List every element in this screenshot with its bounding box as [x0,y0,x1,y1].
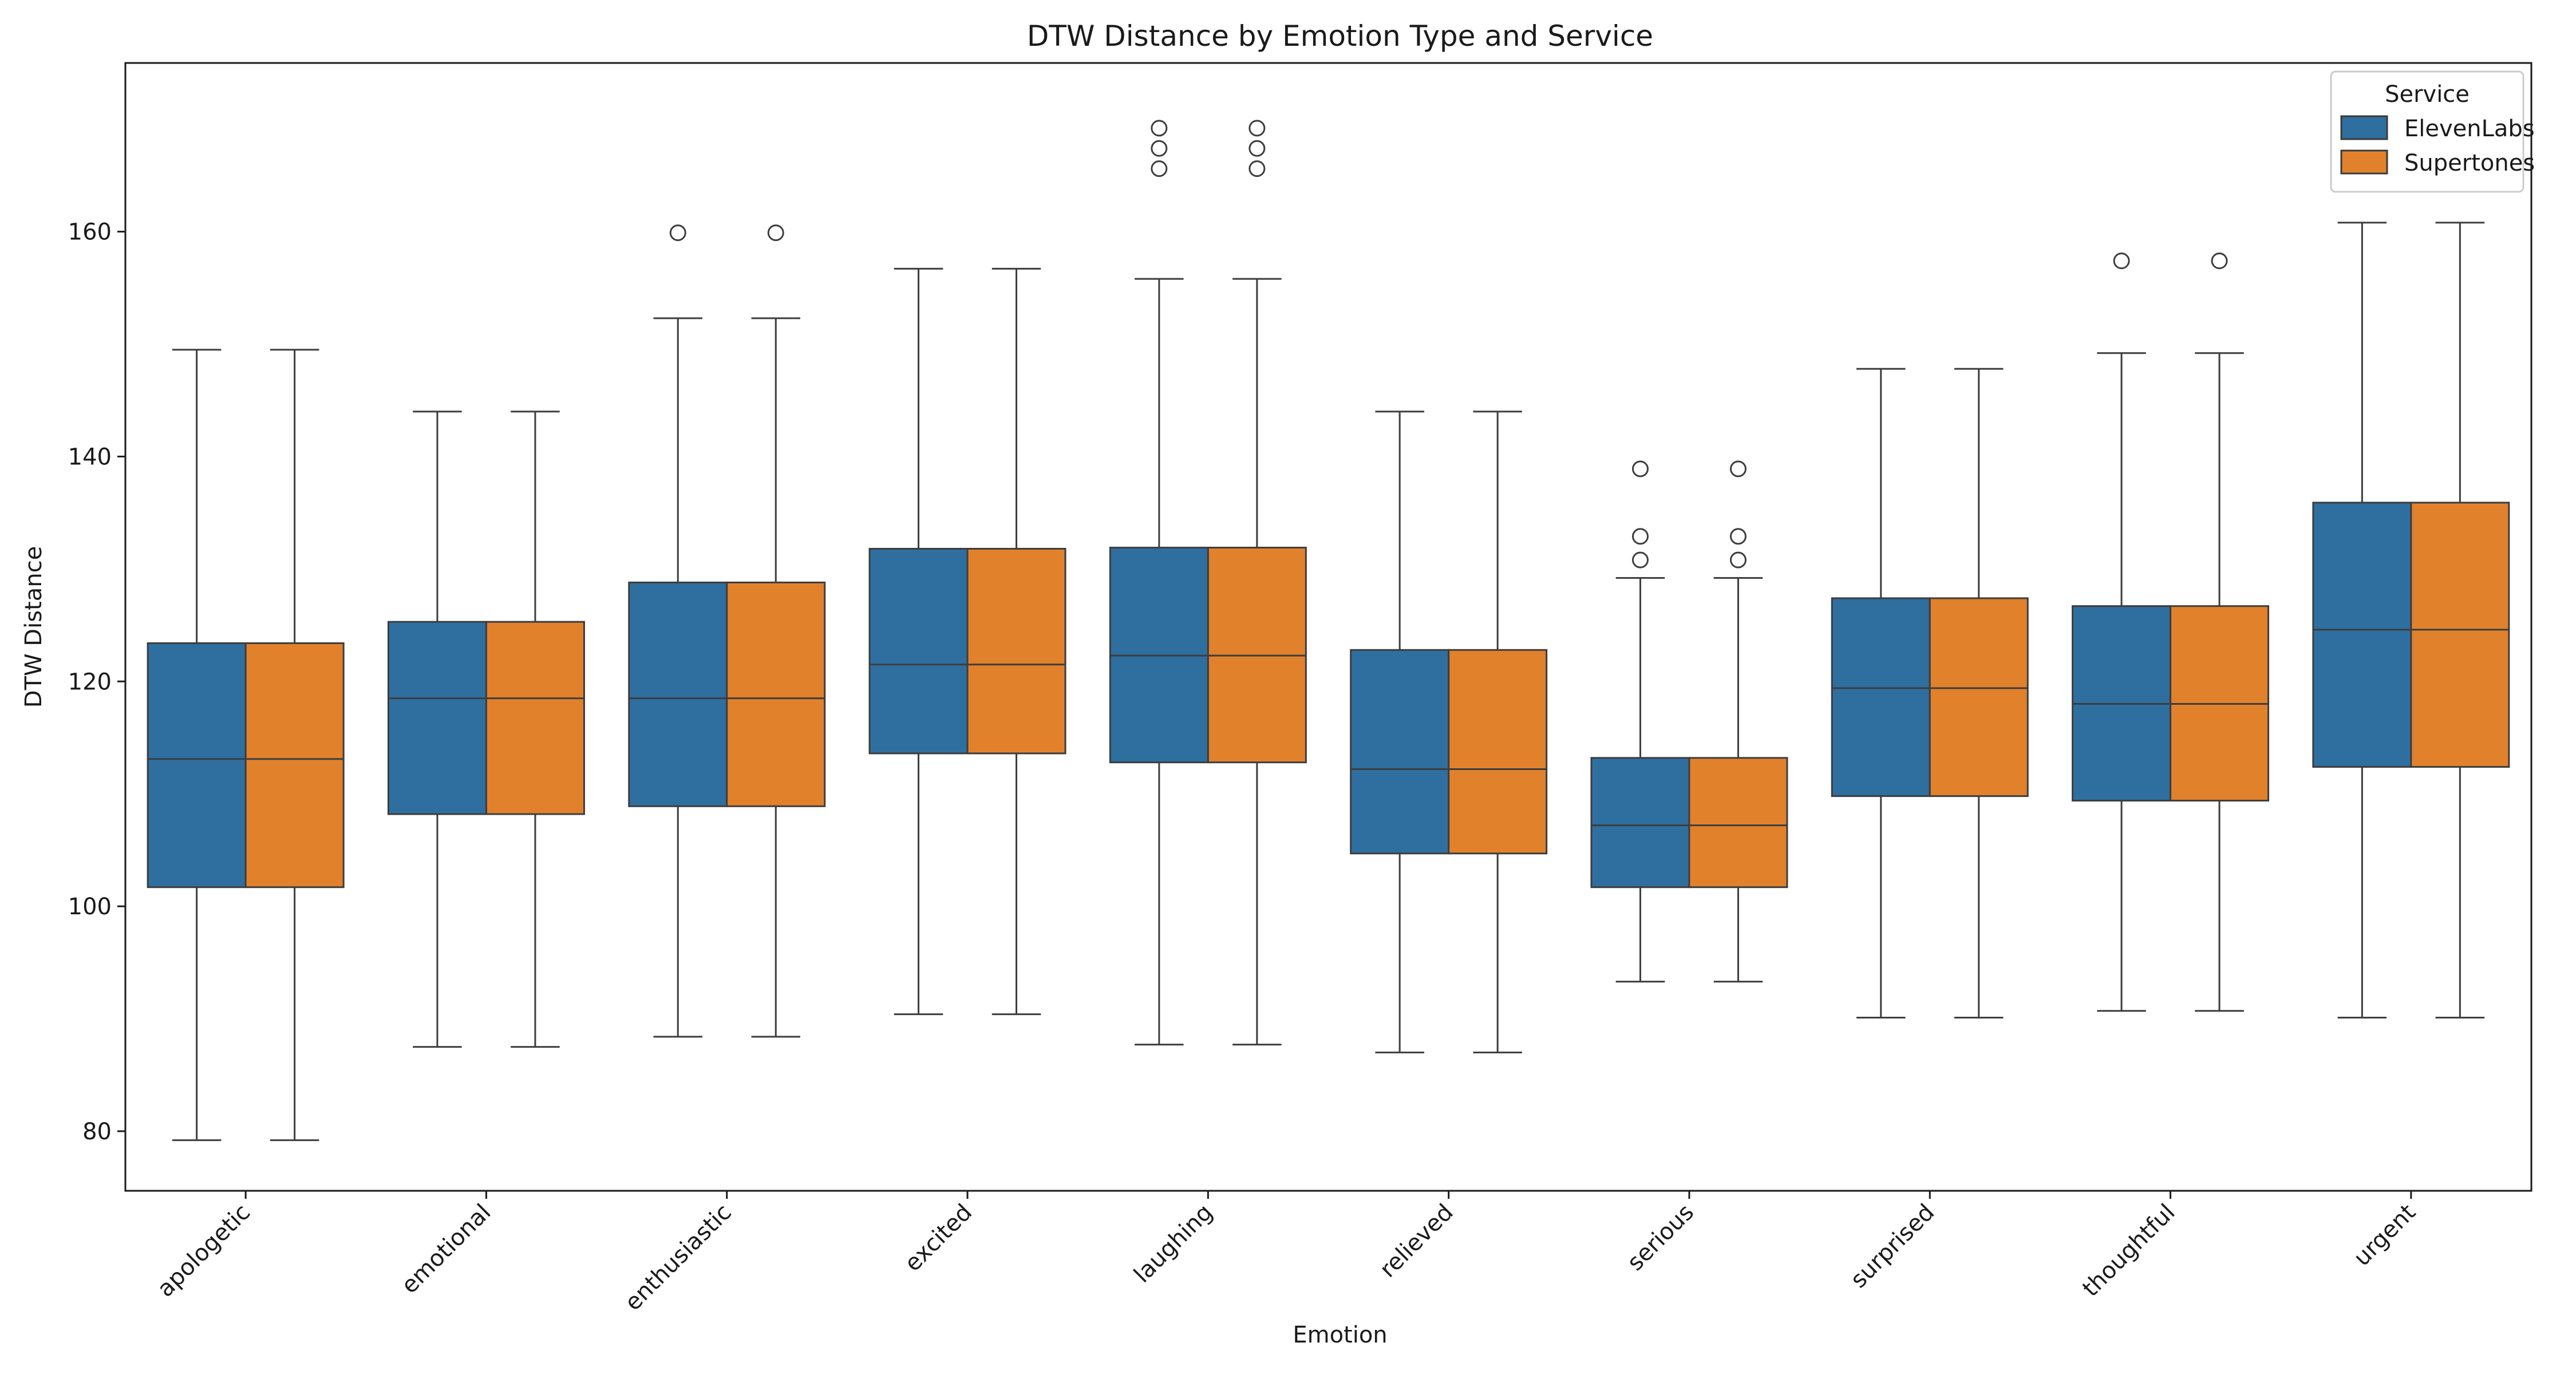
box-group [1831,368,1931,1019]
box-group [868,267,969,1016]
legend-title: Service [2385,81,2470,108]
box [1831,597,1931,797]
outlier-point [1631,551,1649,568]
outlier-point [1729,460,1747,477]
outlier-point [767,224,784,242]
box-group [1929,368,2029,1019]
box-group [628,224,728,1038]
outlier-point [1729,551,1747,568]
box [726,581,826,807]
outlier-point [1249,140,1266,157]
box-group [2072,252,2172,1012]
legend-label-supertones: Supertones [2404,150,2535,176]
box-group [387,410,487,1048]
box [485,621,585,815]
box-group [244,349,345,1142]
outlier-point [1151,160,1168,177]
box-group [485,410,585,1048]
outlier-point [1249,160,1266,177]
box-group [726,224,826,1038]
box-group [1448,410,1548,1053]
box [628,581,728,807]
box-group [1207,120,1307,1046]
chart-title: DTW Distance by Emotion Type and Service [1027,19,1653,53]
y-axis: 80 100 120 140 160 [68,219,125,1145]
outlier-point [1151,120,1168,137]
box-group [1688,460,1788,983]
box [1590,757,1690,889]
box [1929,597,2029,797]
box-group [2170,252,2270,1012]
y-tick-label: 120 [68,669,112,695]
y-tick-label: 160 [68,219,112,246]
box-group [2410,222,2510,1019]
outlier-point [1151,140,1168,157]
legend: Service ElevenLabs Supertones [2330,70,2535,193]
box [244,642,345,889]
y-axis-label: DTW Distance [21,546,47,708]
outlier-point [2211,252,2228,270]
box-group [1350,410,1450,1053]
box [147,642,247,889]
box [1688,757,1788,889]
box [868,547,969,755]
y-tick-label: 80 [82,1119,112,1145]
outlier-point [1729,528,1747,545]
legend-swatch-supertones [2340,149,2388,175]
legend-label-elevenlabs: ElevenLabs [2404,116,2535,142]
legend-swatch-elevenlabs [2340,115,2388,140]
outlier-point [669,224,686,242]
box [387,621,487,815]
box-group [1590,460,1690,983]
box-group [147,349,247,1142]
box-group [966,267,1066,1016]
outlier-point [1249,120,1266,137]
box-group [2312,222,2412,1019]
plot-area [147,120,2510,1142]
box [2312,502,2412,768]
box [2410,502,2510,768]
outlier-point [1631,460,1649,477]
y-tick-label: 100 [68,894,112,920]
box [966,547,1066,755]
y-tick-label: 140 [68,444,112,470]
outlier-point [1631,528,1649,545]
axes-frame [124,62,2532,1192]
x-axis-label: Emotion [1293,1322,1387,1348]
box [1448,649,1548,855]
box [1350,649,1450,855]
box-group [1109,120,1209,1046]
outlier-point [2113,252,2130,270]
